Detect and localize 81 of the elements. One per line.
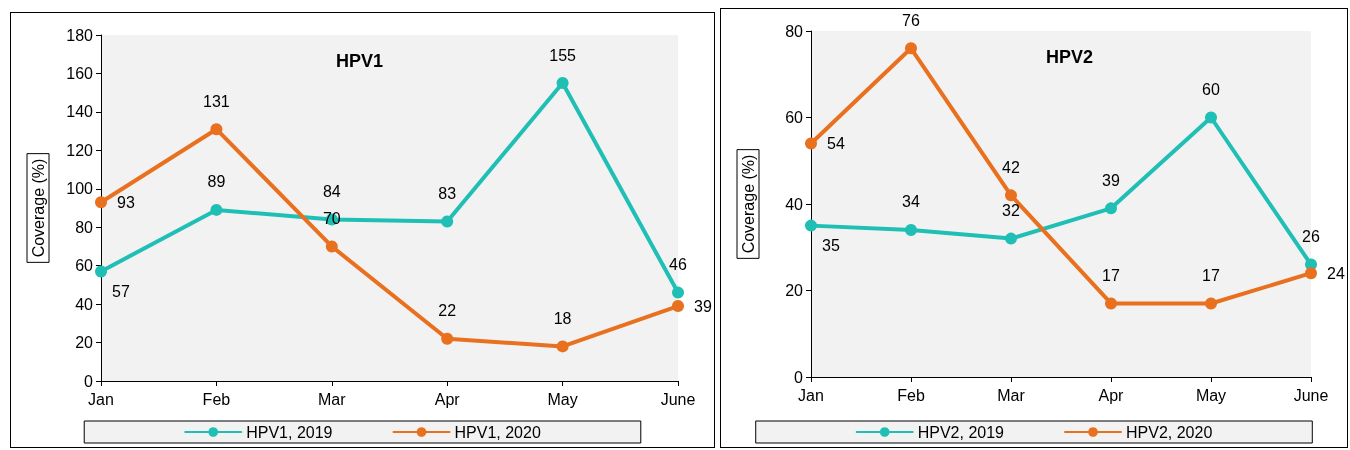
point bbox=[1105, 202, 1117, 215]
data-label: 34 bbox=[902, 193, 920, 211]
y-tick-label: 140 bbox=[66, 103, 94, 121]
legend-label: HPV1, 2019 bbox=[246, 423, 333, 441]
data-label: 60 bbox=[1202, 81, 1220, 98]
y-tick-label: 0 bbox=[794, 368, 804, 386]
legend-label: HPV1, 2020 bbox=[454, 423, 541, 441]
x-tick-label: Apr bbox=[1098, 386, 1125, 404]
y-tick-label: 40 bbox=[785, 195, 804, 213]
data-label: 35 bbox=[822, 237, 840, 255]
x-tick-label: Jan bbox=[88, 390, 114, 408]
point bbox=[441, 332, 454, 345]
point bbox=[1005, 232, 1017, 245]
data-label: 84 bbox=[322, 183, 341, 201]
point bbox=[672, 300, 684, 313]
x-tick-label: June bbox=[660, 390, 696, 408]
data-label: 131 bbox=[203, 92, 230, 110]
y-tick-label: 80 bbox=[785, 22, 804, 40]
point bbox=[325, 240, 338, 253]
data-label: 76 bbox=[902, 11, 920, 29]
y-tick-label: 180 bbox=[66, 26, 94, 44]
legend-label: HPV2, 2019 bbox=[917, 423, 1005, 441]
text: HPV2 bbox=[1046, 47, 1094, 67]
data-label: 155 bbox=[549, 46, 577, 64]
data-label: 54 bbox=[827, 134, 845, 152]
y-axis-title: Coverage (%) bbox=[739, 154, 757, 254]
y-tick-label: 100 bbox=[66, 180, 94, 198]
point bbox=[672, 286, 684, 299]
data-label: 70 bbox=[322, 209, 341, 227]
data-label: 17 bbox=[1102, 266, 1120, 284]
point bbox=[1305, 267, 1317, 280]
y-tick-label: 0 bbox=[84, 372, 94, 390]
data-label: 39 bbox=[694, 297, 712, 315]
data-label: 24 bbox=[1327, 264, 1345, 282]
text: HPV1 bbox=[336, 51, 384, 71]
data-label: 46 bbox=[669, 256, 687, 274]
y-tick-label: 20 bbox=[75, 334, 94, 352]
data-label: 22 bbox=[438, 302, 457, 320]
point bbox=[441, 215, 454, 228]
point bbox=[1205, 111, 1217, 124]
x-tick-label: Mar bbox=[997, 386, 1026, 404]
point bbox=[210, 123, 223, 136]
y-tick-label: 60 bbox=[785, 109, 804, 126]
point bbox=[1105, 297, 1117, 310]
data-label: 39 bbox=[1102, 171, 1120, 189]
point bbox=[905, 42, 917, 55]
x-tick-label: May bbox=[547, 390, 578, 408]
x-tick-label: Jan bbox=[798, 386, 824, 404]
point bbox=[95, 265, 107, 278]
data-label: 42 bbox=[1002, 158, 1020, 176]
data-label: 26 bbox=[1302, 228, 1320, 246]
x-tick-label: Mar bbox=[318, 390, 347, 408]
point bbox=[1205, 297, 1217, 310]
data-label: 18 bbox=[553, 309, 572, 327]
y-axis-title: Coverage (%) bbox=[29, 158, 47, 258]
y-tick-label: 40 bbox=[75, 295, 94, 313]
data-label: 89 bbox=[207, 173, 226, 191]
point bbox=[1005, 189, 1017, 202]
point bbox=[95, 196, 107, 209]
point bbox=[805, 137, 817, 150]
y-tick-label: 20 bbox=[785, 282, 804, 299]
x-tick-label: May bbox=[1195, 386, 1227, 404]
point bbox=[805, 219, 817, 232]
y-tick-label: 160 bbox=[66, 64, 94, 82]
data-label: 57 bbox=[112, 282, 130, 300]
x-tick-label: June bbox=[1293, 386, 1329, 404]
y-tick-label: 80 bbox=[75, 218, 94, 236]
data-label: 93 bbox=[117, 193, 135, 211]
data-label: 32 bbox=[1002, 202, 1020, 220]
point bbox=[556, 77, 569, 90]
x-tick-label: Feb bbox=[202, 390, 231, 408]
point bbox=[905, 223, 917, 236]
x-tick-label: Feb bbox=[897, 386, 925, 404]
y-tick-label: 60 bbox=[75, 257, 94, 275]
data-label: 83 bbox=[438, 184, 457, 202]
data-label: 17 bbox=[1202, 266, 1220, 284]
point bbox=[556, 340, 569, 353]
point bbox=[210, 203, 223, 216]
x-tick-label: Apr bbox=[434, 390, 461, 408]
y-tick-label: 120 bbox=[66, 141, 94, 159]
legend-label: HPV2, 2020 bbox=[1126, 423, 1213, 441]
